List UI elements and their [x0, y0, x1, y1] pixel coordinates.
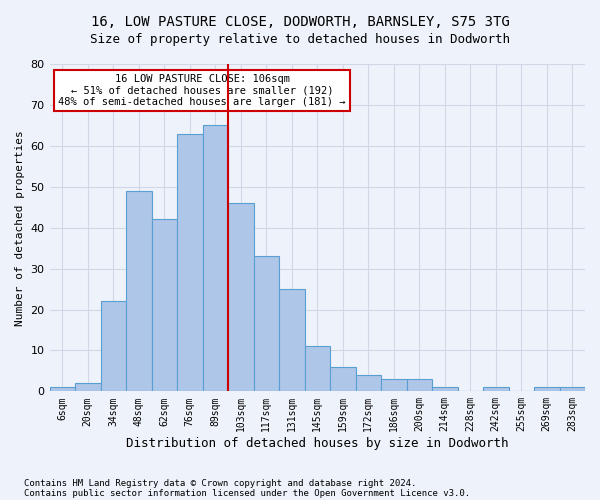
Text: 16 LOW PASTURE CLOSE: 106sqm
← 51% of detached houses are smaller (192)
48% of s: 16 LOW PASTURE CLOSE: 106sqm ← 51% of de…: [58, 74, 346, 107]
Bar: [203, 126, 228, 392]
X-axis label: Distribution of detached houses by size in Dodworth: Distribution of detached houses by size …: [126, 437, 509, 450]
Bar: [75, 383, 101, 392]
Bar: [305, 346, 330, 392]
Bar: [483, 387, 509, 392]
Text: Contains public sector information licensed under the Open Government Licence v3: Contains public sector information licen…: [24, 488, 470, 498]
Bar: [407, 379, 432, 392]
Bar: [330, 367, 356, 392]
Bar: [432, 387, 458, 392]
Bar: [534, 387, 560, 392]
Bar: [126, 191, 152, 392]
Bar: [177, 134, 203, 392]
Text: 16, LOW PASTURE CLOSE, DODWORTH, BARNSLEY, S75 3TG: 16, LOW PASTURE CLOSE, DODWORTH, BARNSLE…: [91, 15, 509, 29]
Bar: [356, 375, 381, 392]
Bar: [560, 387, 585, 392]
Bar: [50, 387, 75, 392]
Text: Contains HM Land Registry data © Crown copyright and database right 2024.: Contains HM Land Registry data © Crown c…: [24, 478, 416, 488]
Bar: [228, 203, 254, 392]
Bar: [279, 289, 305, 392]
Bar: [381, 379, 407, 392]
Bar: [101, 302, 126, 392]
Y-axis label: Number of detached properties: Number of detached properties: [15, 130, 25, 326]
Bar: [152, 220, 177, 392]
Bar: [254, 256, 279, 392]
Text: Size of property relative to detached houses in Dodworth: Size of property relative to detached ho…: [90, 32, 510, 46]
